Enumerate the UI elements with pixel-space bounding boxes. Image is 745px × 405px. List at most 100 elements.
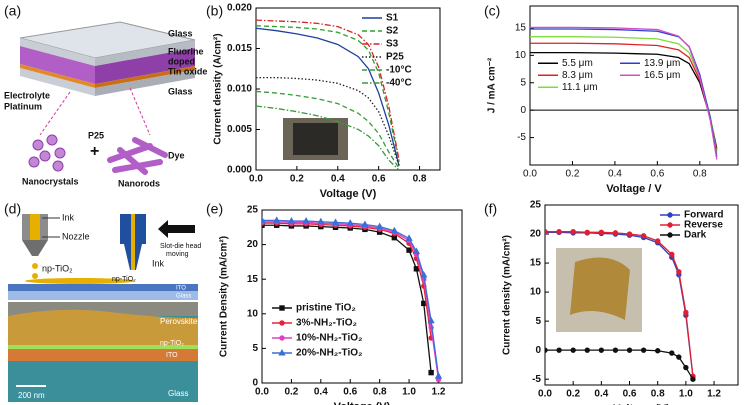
label: Ink xyxy=(62,212,75,222)
marker xyxy=(556,347,562,353)
x-tick-label: 0.4 xyxy=(608,169,622,180)
label: Glass xyxy=(168,28,193,38)
marker xyxy=(413,266,420,272)
y-tick-label: 10 xyxy=(515,50,527,61)
marker xyxy=(279,305,285,311)
ito-layer xyxy=(8,349,198,361)
y-tick-label: 15 xyxy=(530,258,542,269)
label: Dye xyxy=(168,150,185,160)
label: Electrolyte xyxy=(4,90,50,100)
label: Nanocrystals xyxy=(22,176,79,186)
marker xyxy=(545,347,548,353)
legend-label: 13.9 μm xyxy=(644,58,680,69)
x-tick-label: 0.4 xyxy=(594,389,608,400)
marker xyxy=(287,217,296,224)
x-tick-label: 0.2 xyxy=(290,174,304,185)
marker xyxy=(655,348,661,354)
x-axis-label: Voltage (V) xyxy=(613,403,670,405)
y-axis-label: Current density (mA/cm²) xyxy=(502,235,513,355)
marker xyxy=(570,347,576,353)
y-tick-label: 20 xyxy=(247,239,259,250)
y-tick-label: 5 xyxy=(252,343,258,354)
marker xyxy=(612,230,619,236)
marker xyxy=(390,226,399,234)
label: Platinum xyxy=(4,101,42,111)
marker xyxy=(406,247,412,253)
x-tick-label: 0.0 xyxy=(538,389,552,400)
y-tick-label: 0 xyxy=(252,378,258,389)
marker xyxy=(412,247,421,255)
glass-edge xyxy=(95,40,195,66)
x-tick-label: 0.2 xyxy=(566,389,580,400)
marker xyxy=(420,271,428,278)
label: Glass xyxy=(176,294,191,300)
y-axis-label: J / mA cm⁻² xyxy=(487,57,498,113)
nanocrystals xyxy=(28,134,66,172)
marker xyxy=(375,222,384,230)
legend-label: 11.1 μm xyxy=(562,82,598,93)
label: P25 xyxy=(88,130,104,140)
series-line xyxy=(256,19,400,161)
marker xyxy=(279,335,285,341)
np-tio2-film xyxy=(25,278,135,284)
dye-layer xyxy=(20,46,95,84)
panel-label: (a) xyxy=(4,3,21,19)
x-tick-label: 0.6 xyxy=(650,169,664,180)
legend-label: 8.3 μm xyxy=(562,70,593,81)
marker xyxy=(262,216,266,223)
x-tick-label: 0.4 xyxy=(314,387,328,398)
label: Ink xyxy=(152,258,165,268)
legend-label: S1 xyxy=(386,13,399,24)
marker xyxy=(667,232,673,238)
zoom-line xyxy=(129,87,151,136)
marker xyxy=(669,251,675,258)
plot-frame xyxy=(529,5,739,166)
panel-label: (c) xyxy=(484,3,500,19)
coating-diagram: Ink Nozzle np-TiO₂ Slot-die head moving … xyxy=(8,212,201,402)
ito-layer xyxy=(8,284,198,291)
x-tick-label: 0.8 xyxy=(413,174,427,185)
marker xyxy=(405,234,413,241)
marker xyxy=(545,229,548,235)
marker xyxy=(570,229,576,235)
y-tick-label: 0.000 xyxy=(227,165,252,176)
marker xyxy=(667,212,673,218)
marker xyxy=(584,347,590,353)
marker xyxy=(669,350,675,356)
y-tick-label: -5 xyxy=(532,374,541,385)
y-tick-label: 15 xyxy=(515,23,527,34)
legend-label: P25 xyxy=(386,52,404,63)
series-line xyxy=(530,26,718,160)
marker xyxy=(626,231,633,237)
series-line xyxy=(256,27,400,167)
label: Fluorine xyxy=(168,46,204,56)
cell-diagram: Glass Fluorine doped Tin oxide Glass Ele… xyxy=(4,21,207,188)
label: Glass xyxy=(168,389,188,398)
marker xyxy=(676,269,682,275)
marker xyxy=(428,369,434,376)
legend-label: 20%-NH₂-TiO₂ xyxy=(296,348,363,359)
label: Slot-die head xyxy=(160,243,201,250)
marker xyxy=(302,217,310,224)
ink xyxy=(131,214,135,270)
panel-label: (f) xyxy=(484,201,497,217)
series-line xyxy=(530,36,718,155)
y-tick-label: 20 xyxy=(530,229,542,240)
label: ITO xyxy=(166,352,178,359)
x-tick-label: 0.2 xyxy=(565,169,579,180)
x-tick-label: 0.6 xyxy=(343,387,357,398)
x-tick-label: 0.0 xyxy=(523,169,537,180)
legend-label: 16.5 μm xyxy=(644,70,680,81)
series-line xyxy=(530,28,718,157)
marker xyxy=(427,316,435,324)
y-tick-label: 25 xyxy=(530,200,542,211)
chart: 0.0 0.2 0.4 0.6 0.8 0.000 0.005 0.010 0.015 0.020… xyxy=(213,3,441,200)
legend-label: 5.5 μm xyxy=(562,58,593,69)
legend-label: pristine TiO₂ xyxy=(296,303,356,314)
label: Perovskite xyxy=(160,317,198,326)
legend-label: 10%-NH₂-TiO₂ xyxy=(296,333,363,344)
nozzle-tip xyxy=(22,240,48,256)
marker xyxy=(273,216,281,223)
marker xyxy=(361,220,369,228)
panel-label: (b) xyxy=(206,3,223,19)
